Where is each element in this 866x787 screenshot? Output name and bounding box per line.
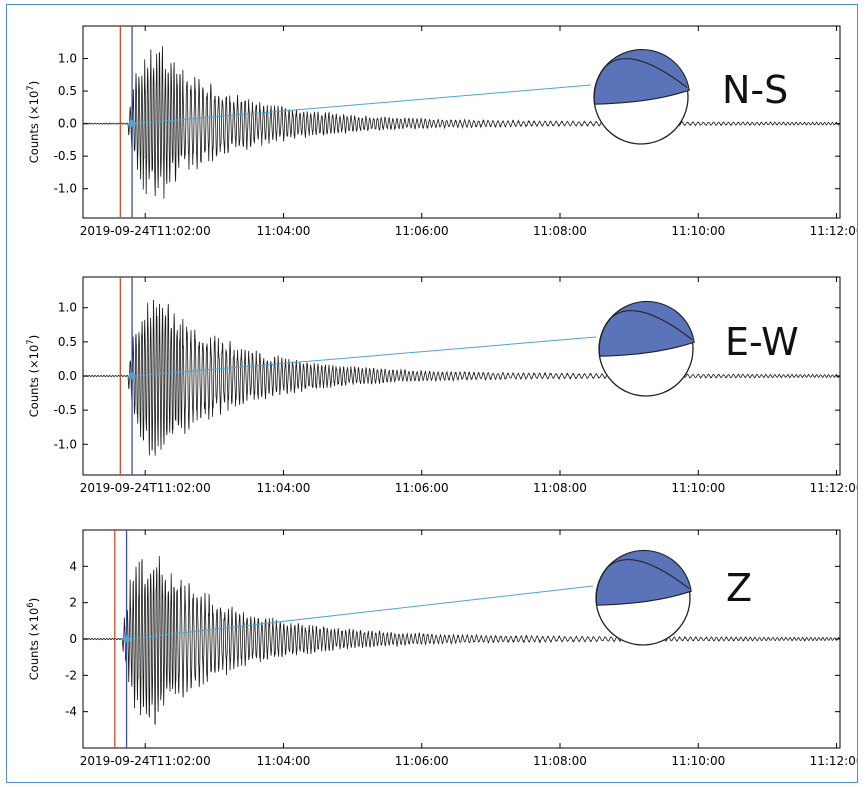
y-tick-label: 0.5 [58,335,77,349]
y-tick-label: 4 [69,559,77,573]
x-tick-label: 11:10:00 [671,754,725,768]
waveform-trace [82,556,841,725]
beachball-compressional-quadrant [598,300,695,357]
x-tick-label: 11:04:00 [257,481,311,495]
component-label: Z [726,566,752,610]
y-tick-label: 0 [69,632,77,646]
component-label: E-W [725,320,799,364]
first-motion-dot [128,120,136,128]
y-tick-label: -1.0 [54,437,77,451]
y-tick-label: -0.5 [54,403,77,417]
y-tick-label: 1.0 [58,52,77,66]
first-motion-dot [123,635,131,643]
y-tick-label: -1.0 [54,182,77,196]
y-tick-label: 1.0 [58,301,77,315]
connector-line [134,84,592,125]
y-tick-label: -2 [65,668,77,682]
x-tick-label: 11:12:00 [810,224,857,238]
x-tick-label: 2019-09-24T11:02:00 [80,224,211,238]
connector-line [134,336,597,377]
x-tick-label: 11:08:00 [533,224,587,238]
x-tick-label: 11:06:00 [395,224,449,238]
x-tick-label: 11:12:00 [810,481,857,495]
beachball-nodal-plane [607,559,690,590]
x-tick-label: 11:06:00 [395,754,449,768]
beachball-compressional-quadrant [595,549,692,606]
x-tick-label: 11:06:00 [395,481,449,495]
x-tick-label: 2019-09-24T11:02:00 [80,481,211,495]
beachball-nodal-plane [610,310,693,341]
panel-z: 4 2 0 -2 -4 2019-09-24T11:02:00 11:04:00 11:06:… [26,529,857,768]
x-tick-label: 11:12:00 [810,754,857,768]
y-axis-label: Counts (×106) [26,598,41,680]
beachball-compressional-quadrant [593,48,690,105]
component-label: N-S [722,68,788,112]
y-tick-label: 2 [69,596,77,610]
x-tick-label: 2019-09-24T11:02:00 [80,754,211,768]
panel-e-w: 1.0 0.5 0.0 -0.5 -1.0 2019-09-24T11:02:00 11:0… [26,276,857,495]
figure-frame: 1.0 0.5 0.0 -0.5 -1.0 2019-09-24T11:02:00 11:0… [6,4,858,783]
y-tick-label: 0.0 [58,369,77,383]
x-tick-label: 11:04:00 [257,224,311,238]
x-tick-label: 11:10:00 [671,481,725,495]
y-tick-label: -0.5 [54,149,77,163]
x-tick-label: 11:04:00 [257,754,311,768]
x-tick-label: 11:08:00 [533,754,587,768]
y-tick-label: 0.5 [58,84,77,98]
connector-line [128,585,594,640]
x-tick-label: 11:10:00 [671,224,725,238]
y-tick-label: -4 [65,705,77,719]
y-tick-label: 0.0 [58,117,77,131]
first-motion-dot [128,372,136,380]
waveform-trace [82,46,841,199]
x-tick-label: 11:08:00 [533,481,587,495]
seismogram-figure: 1.0 0.5 0.0 -0.5 -1.0 2019-09-24T11:02:00 11:0… [26,25,857,768]
y-axis-label: Counts (×107) [26,335,41,417]
y-axis-label: Counts (×107) [26,81,41,163]
panel-n-s: 1.0 0.5 0.0 -0.5 -1.0 2019-09-24T11:02:00 11:0… [26,25,857,238]
beachball-nodal-plane [605,58,688,89]
axes-frame [82,25,841,219]
waveform-trace [82,299,841,456]
